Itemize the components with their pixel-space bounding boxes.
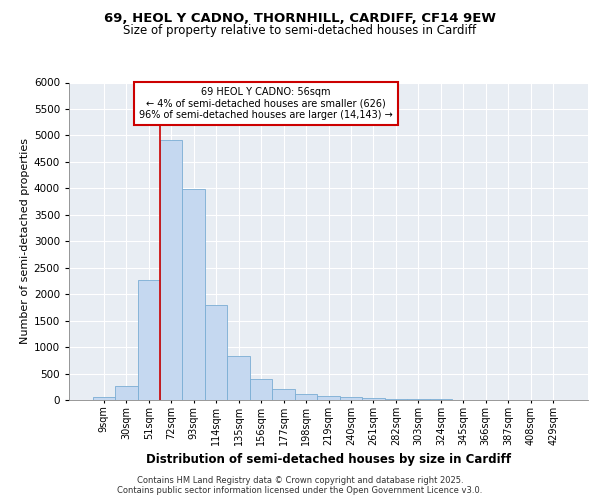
Bar [160, 140, 182, 400]
Bar [227, 356, 250, 400]
Bar [385, 399, 407, 400]
Bar [205, 306, 227, 400]
Bar [317, 396, 340, 400]
Text: Contains HM Land Registry data © Crown copyright and database right 2025.
Contai: Contains HM Land Registry data © Crown c… [118, 476, 482, 495]
Bar [115, 386, 137, 400]
Y-axis label: Number of semi-detached properties: Number of semi-detached properties [20, 138, 29, 344]
Text: 69, HEOL Y CADNO, THORNHILL, CARDIFF, CF14 9EW: 69, HEOL Y CADNO, THORNHILL, CARDIFF, CF… [104, 12, 496, 26]
Bar [92, 398, 115, 400]
Text: 69 HEOL Y CADNO: 56sqm
← 4% of semi-detached houses are smaller (626)
96% of sem: 69 HEOL Y CADNO: 56sqm ← 4% of semi-deta… [139, 88, 393, 120]
Bar [182, 190, 205, 400]
Bar [272, 390, 295, 400]
X-axis label: Distribution of semi-detached houses by size in Cardiff: Distribution of semi-detached houses by … [146, 454, 511, 466]
Bar [250, 380, 272, 400]
Text: Size of property relative to semi-detached houses in Cardiff: Size of property relative to semi-detach… [124, 24, 476, 37]
Bar [340, 397, 362, 400]
Bar [137, 280, 160, 400]
Bar [407, 399, 430, 400]
Bar [295, 394, 317, 400]
Bar [362, 398, 385, 400]
